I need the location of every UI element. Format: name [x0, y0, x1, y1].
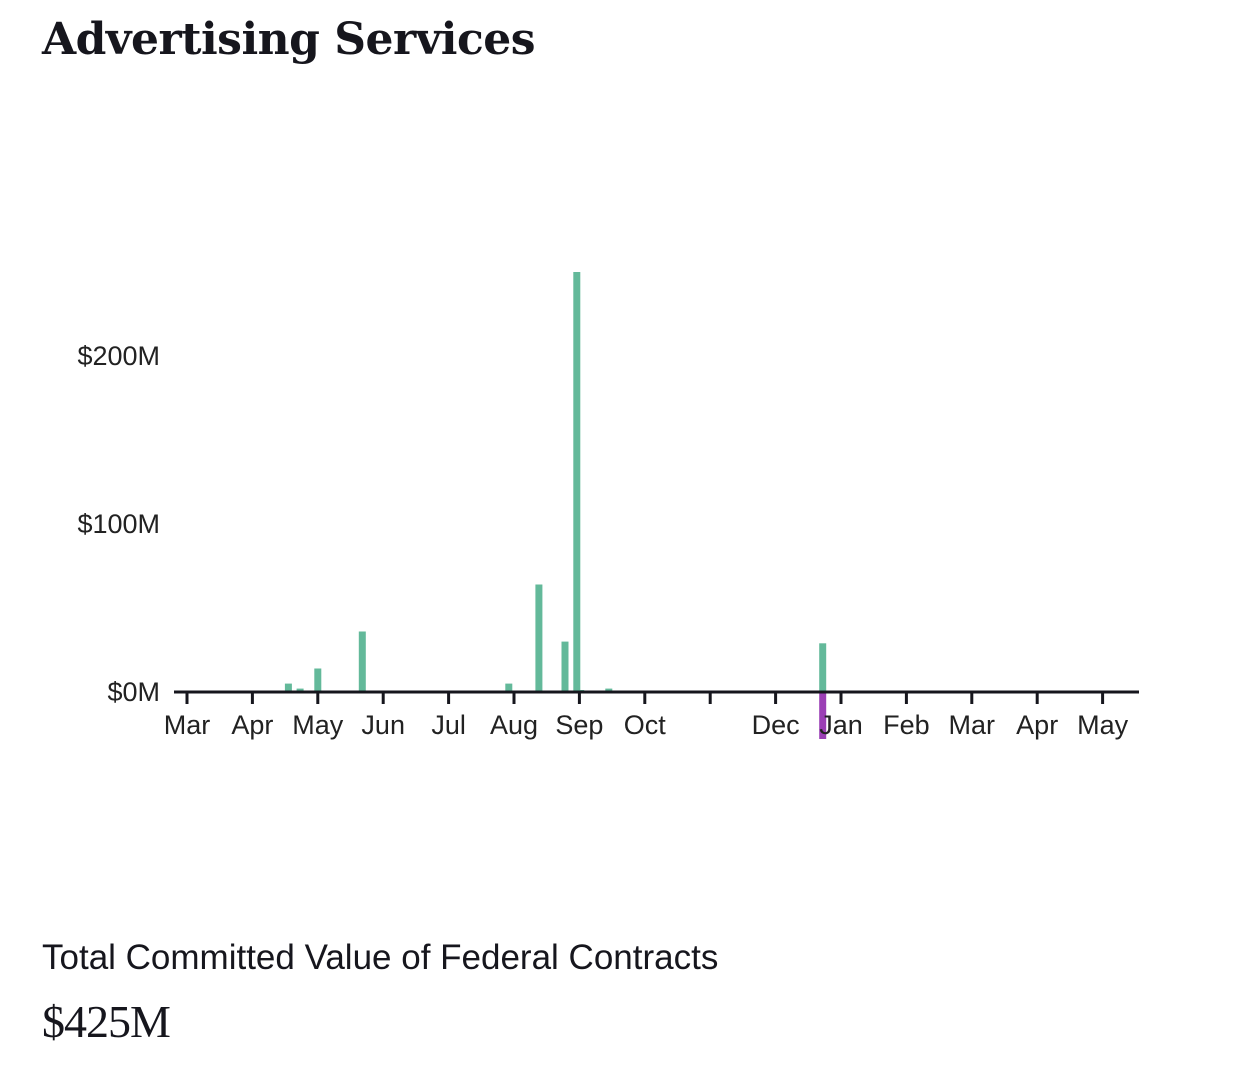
bar-positive[interactable]	[505, 683, 513, 692]
bar-positive[interactable]	[358, 631, 366, 693]
x-tick-label: Jan	[819, 710, 863, 740]
x-tick-label: Aug	[490, 710, 538, 740]
summary-value: $425M	[42, 996, 171, 1047]
x-tick-label: Sep	[555, 710, 603, 740]
x-tick-label: May	[292, 710, 344, 740]
summary-label: Total Committed Value of Federal Contrac…	[42, 938, 719, 977]
bar-negative[interactable]	[819, 692, 827, 739]
x-tick-label: Feb	[883, 710, 930, 740]
x-tick-label: Mar	[949, 710, 996, 740]
bar-positive[interactable]	[573, 272, 581, 692]
x-tick-label: Apr	[1016, 710, 1058, 740]
bar-positive[interactable]	[535, 584, 543, 693]
bar-positive[interactable]	[284, 683, 292, 692]
bar-positive[interactable]	[605, 688, 613, 692]
x-tick-label: Apr	[231, 710, 273, 740]
y-tick-label: $100M	[77, 509, 160, 539]
y-tick-label: $0M	[107, 677, 160, 707]
bar-chart: $0M $100M $200M Mar Apr May Jun Jul Aug Sep Oct De…	[77, 272, 1139, 740]
x-tick-label: Mar	[164, 710, 211, 740]
bar-positive[interactable]	[314, 668, 322, 693]
bar-positive[interactable]	[561, 641, 569, 692]
x-axis: Mar Apr May Jun Jul Aug Sep Oct Dec Jan Feb Mar Apr M…	[164, 690, 1139, 740]
bar-positive[interactable]	[296, 688, 304, 692]
x-tick-label: Jun	[361, 710, 405, 740]
x-tick-label: Dec	[752, 710, 800, 740]
bar-positive[interactable]	[819, 643, 827, 692]
y-tick-label: $200M	[77, 341, 160, 371]
x-tick-label: Jul	[431, 710, 466, 740]
chart-title: Advertising Services	[42, 14, 536, 65]
x-tick-label: Oct	[624, 710, 667, 740]
bars	[284, 272, 827, 739]
y-axis: $0M $100M $200M	[77, 341, 160, 707]
x-tick-label: May	[1077, 710, 1129, 740]
